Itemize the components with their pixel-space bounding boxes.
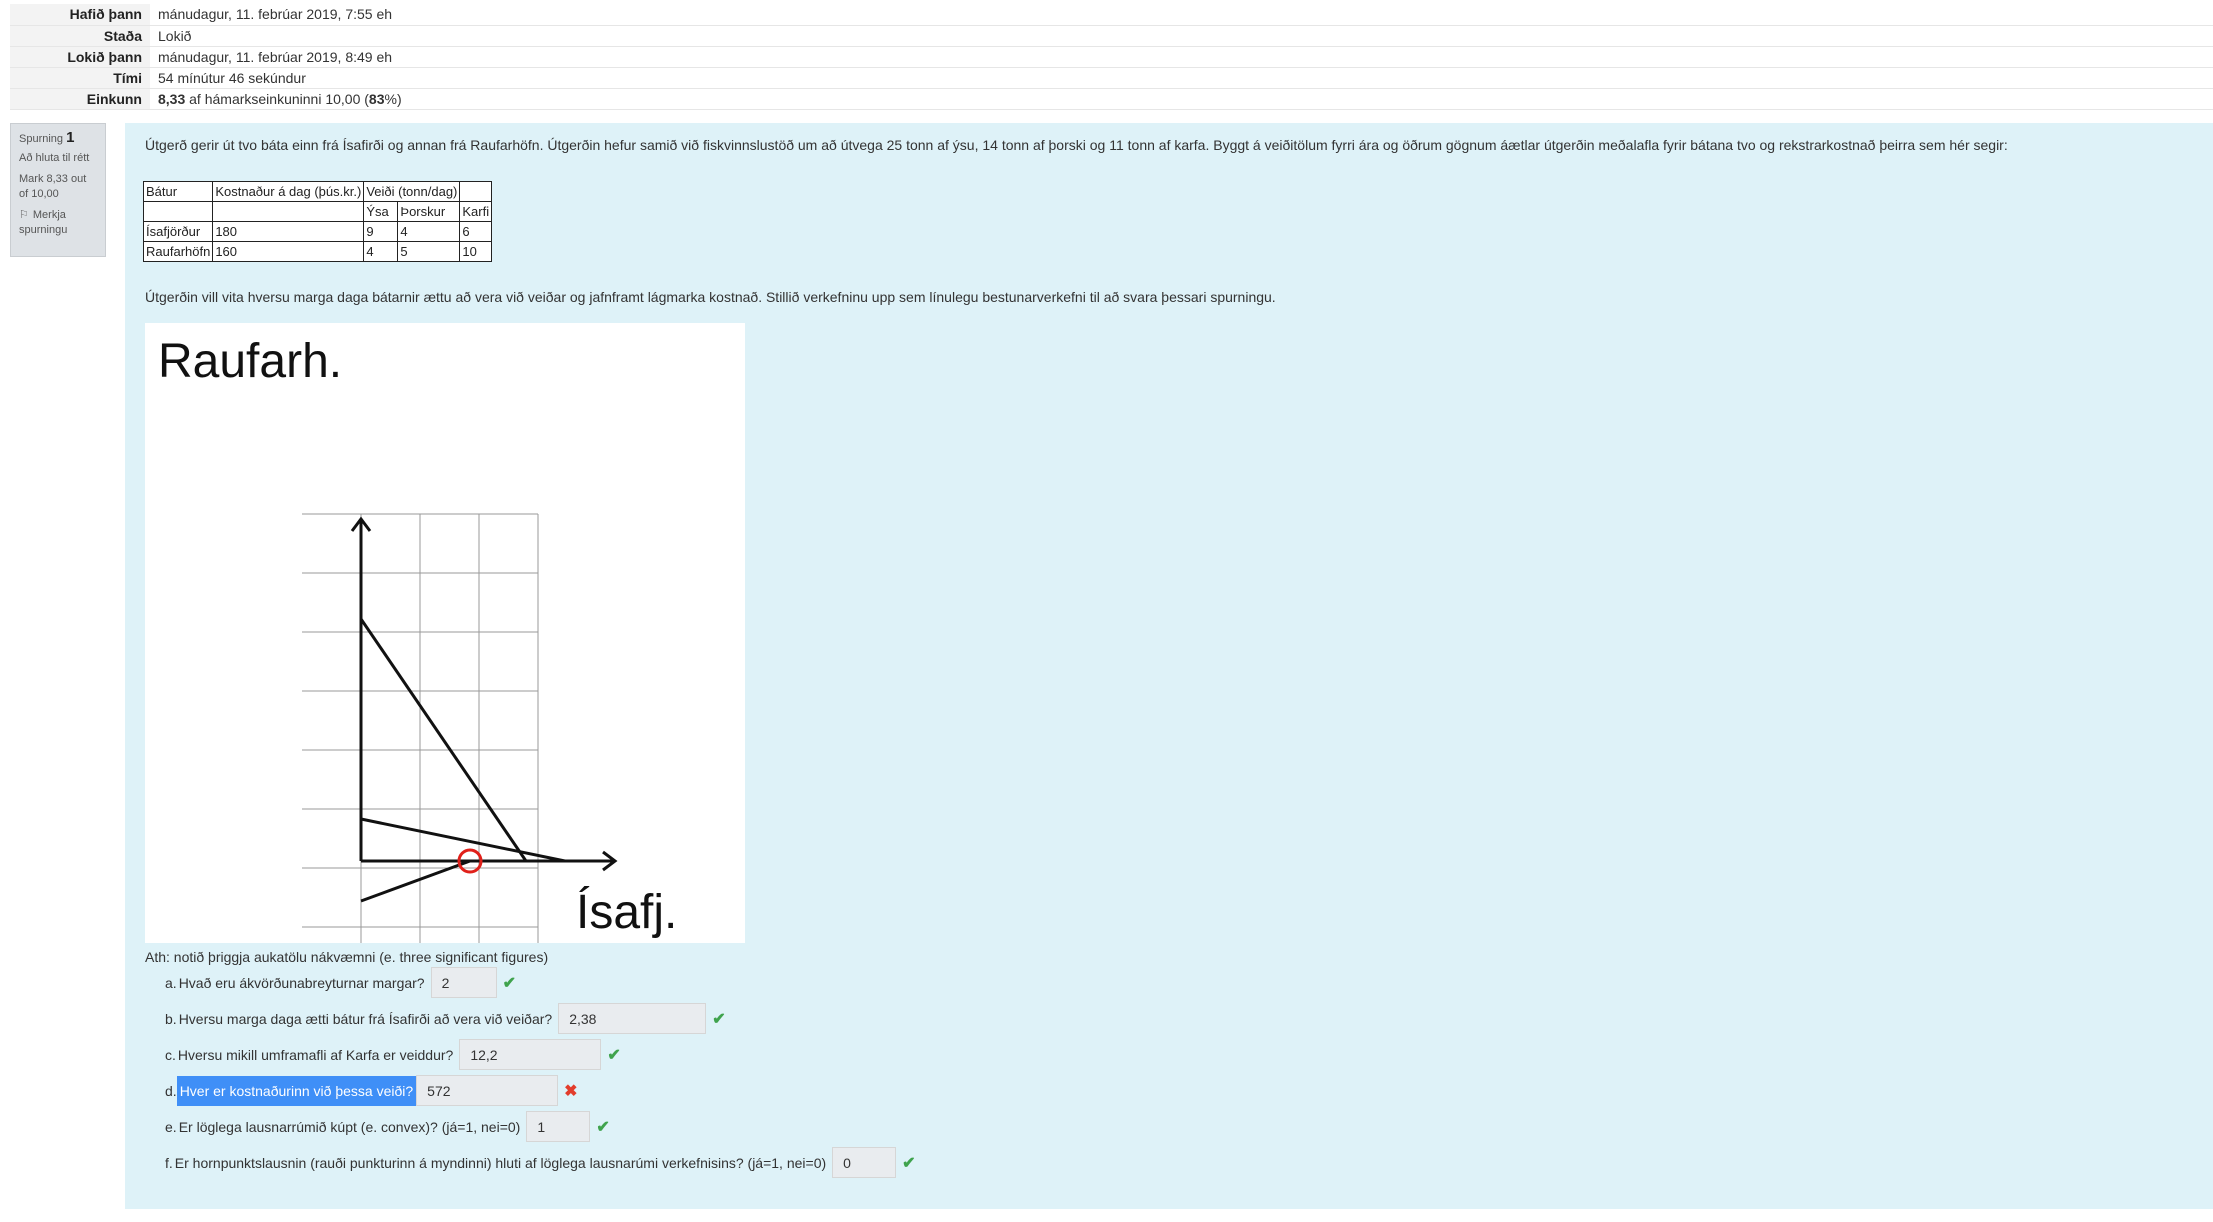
- constraint-line-3: [360, 859, 471, 903]
- answer-letter: b.: [165, 1010, 177, 1027]
- table-cell: 160: [212, 241, 365, 262]
- correct-check-icon: ✔: [607, 1046, 621, 1064]
- answer-prompt: Hvað eru ákvörðunabreyturnar margar?: [178, 974, 425, 991]
- answer-row-e: e. Er löglega lausnarrúmið kúpt (e. conv…: [165, 1110, 610, 1143]
- question-content: Útgerð gerir út tvo báta einn frá Ísafir…: [125, 123, 2213, 1209]
- question-intro: Útgerð gerir út tvo báta einn frá Ísafir…: [145, 137, 2008, 153]
- summary-label: Staða: [10, 25, 150, 46]
- summary-label: Hafið þann: [10, 4, 150, 25]
- table-cell: Veiði (tonn/dag): [363, 181, 461, 202]
- attempt-summary-table: Hafið þann mánudagur, 11. febrúar 2019, …: [10, 4, 2213, 110]
- answer-row-c: c. Hversu mikill umframafli af Karfa er …: [165, 1038, 621, 1071]
- table-row: Ísafjörður 180 9 4 6: [142, 221, 493, 242]
- graph-grid: [302, 513, 539, 943]
- summary-value: 54 mínútur 46 sekúndur: [158, 69, 306, 86]
- question-task: Útgerðin vill vita hversu marga daga bát…: [145, 289, 1276, 305]
- flag-label: Merkja spurningu: [19, 209, 68, 236]
- table-cell: 4: [397, 221, 461, 242]
- summary-value: Lokið: [158, 27, 192, 44]
- table-cell: [459, 181, 493, 202]
- constraint-line-2: [360, 817, 566, 863]
- table-cell: 10: [459, 241, 493, 262]
- question-number: Spurning 1: [19, 130, 97, 147]
- answer-prompt: Er hornpunktslausnin (rauði punkturinn á…: [174, 1154, 827, 1171]
- summary-value: mánudagur, 11. febrúar 2019, 7:55 eh: [158, 6, 393, 23]
- table-row: Raufarhöfn 160 4 5 10: [142, 241, 493, 262]
- summary-row-time: Tími 54 mínútur 46 sekúndur: [10, 67, 2213, 88]
- constraint-line-1: [359, 618, 528, 862]
- table-cell: Bátur: [142, 181, 214, 202]
- answer-d-input[interactable]: [416, 1075, 559, 1106]
- table-cell: Kostnaður á dag (þús.kr.): [212, 181, 365, 202]
- summary-row-grade: Einkunn 8,33 af hámarkseinkuninni 10,00 …: [10, 88, 2213, 109]
- answer-letter: c.: [165, 1046, 176, 1063]
- grade-text-end: %): [384, 90, 402, 107]
- question-mark: Mark 8,33 out of 10,00: [19, 173, 87, 200]
- table-cell: Ýsa: [363, 201, 399, 222]
- table-cell: Þorskur: [397, 201, 461, 222]
- correct-check-icon: ✔: [596, 1118, 610, 1136]
- grade-value: 8,33: [158, 90, 186, 107]
- flag-icon: ⚐: [19, 209, 29, 221]
- summary-label: Tími: [10, 67, 150, 88]
- question-number-value: 1: [66, 129, 75, 146]
- table-cell: [142, 201, 214, 222]
- answer-prompt: Hversu mikill umframafli af Karfa er vei…: [177, 1046, 454, 1063]
- flag-question-button[interactable]: ⚐ Merkja spurningu: [19, 208, 97, 238]
- answer-a-input[interactable]: [430, 967, 497, 998]
- summary-value: 8,33 af hámarkseinkuninni 10,00 (83%): [150, 88, 2213, 109]
- boat-data-table: Bátur Kostnaður á dag (þús.kr.) Veiði (t…: [142, 181, 493, 262]
- grade-percent: 83: [368, 90, 385, 107]
- question-state: Að hluta til rétt: [19, 152, 90, 164]
- table-cell: [212, 201, 365, 222]
- answer-row-b: b. Hversu marga daga ætti bátur frá Ísaf…: [165, 1002, 726, 1035]
- corner-point-marker: [457, 848, 483, 874]
- table-cell: 9: [363, 221, 399, 242]
- summary-label: Einkunn: [10, 88, 150, 109]
- graph-axes: [350, 516, 618, 872]
- question-label: Spurning: [19, 133, 64, 145]
- table-cell: 4: [363, 241, 399, 262]
- precision-note: Ath: notið þriggja aukatölu nákvæmni (e.…: [145, 949, 549, 965]
- grade-text: af hámarkseinkuninni 10,00 (: [185, 90, 369, 107]
- incorrect-cross-icon: ✖: [564, 1082, 578, 1100]
- answer-row-d: d. Hver er kostnaðurinn við þessa veiði?…: [165, 1074, 578, 1107]
- y-axis-label: Raufarh.: [158, 335, 342, 388]
- answer-letter: f.: [165, 1154, 173, 1171]
- table-cell: Karfi: [459, 201, 493, 222]
- graph-background: [145, 323, 745, 943]
- table-cell: Ísafjörður: [142, 221, 214, 242]
- question-info-box: Spurning 1 Að hluta til rétt Mark 8,33 o…: [10, 123, 106, 257]
- answer-f-input[interactable]: [832, 1147, 897, 1178]
- summary-row-state: Staða Lokið: [10, 25, 2213, 46]
- correct-check-icon: ✔: [502, 974, 516, 992]
- table-header-row: Bátur Kostnaður á dag (þús.kr.) Veiði (t…: [142, 181, 493, 202]
- summary-row-completed: Lokið þann mánudagur, 11. febrúar 2019, …: [10, 46, 2213, 67]
- answer-prompt: Hversu marga daga ætti bátur frá Ísafirð…: [178, 1010, 553, 1027]
- answer-letter: d.: [165, 1082, 177, 1099]
- answer-e-input[interactable]: [526, 1111, 591, 1142]
- feasible-region-graph: Raufarh. Ísafj.: [145, 323, 745, 943]
- table-header-row: Ýsa Þorskur Karfi: [142, 201, 493, 222]
- answer-row-a: a. Hvað eru ákvörðunabreyturnar margar? …: [165, 966, 516, 999]
- correct-check-icon: ✔: [712, 1010, 726, 1028]
- summary-row-started: Hafið þann mánudagur, 11. febrúar 2019, …: [10, 4, 2213, 25]
- answer-b-input[interactable]: [558, 1003, 707, 1034]
- summary-label: Lokið þann: [10, 46, 150, 67]
- answer-row-f: f. Er hornpunktslausnin (rauði punkturin…: [165, 1146, 916, 1179]
- answer-prompt: Er löglega lausnarrúmið kúpt (e. convex)…: [178, 1118, 521, 1135]
- table-cell: 180: [212, 221, 365, 242]
- answer-letter: a.: [165, 974, 177, 991]
- answer-c-input[interactable]: [459, 1039, 602, 1070]
- summary-value: mánudagur, 11. febrúar 2019, 8:49 eh: [158, 48, 393, 65]
- answer-prompt-selected: Hver er kostnaðurinn við þessa veiði?: [176, 1075, 417, 1106]
- answer-letter: e.: [165, 1118, 177, 1135]
- table-cell: 5: [397, 241, 461, 262]
- constraint-lines: [359, 618, 566, 903]
- table-cell: Raufarhöfn: [142, 241, 214, 262]
- correct-check-icon: ✔: [902, 1154, 916, 1172]
- table-cell: 6: [459, 221, 493, 242]
- x-axis-label: Ísafj.: [576, 886, 677, 939]
